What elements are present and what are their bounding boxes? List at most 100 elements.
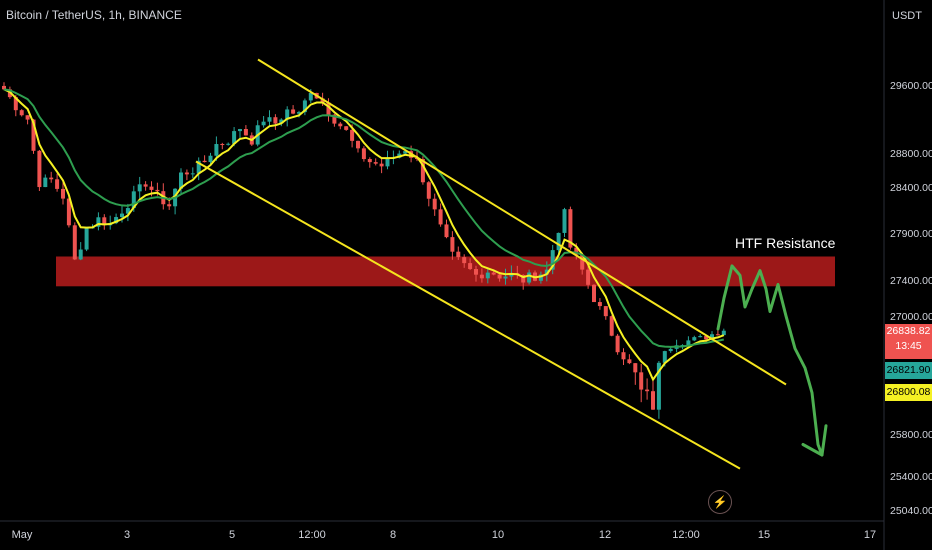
candle-body [379, 163, 384, 167]
candle-body [2, 85, 6, 90]
candle [143, 181, 148, 191]
candle [25, 115, 30, 125]
candle-body [568, 209, 573, 248]
candle-body [78, 249, 83, 260]
candle-body [261, 121, 266, 126]
time-tick-label: 15 [758, 529, 770, 541]
candle-body [356, 140, 360, 149]
candle [592, 284, 596, 303]
candle [173, 188, 178, 215]
candle [556, 232, 561, 255]
candle [450, 231, 455, 260]
candle [102, 214, 107, 230]
candle [302, 98, 307, 116]
candle-body [538, 274, 543, 281]
candle-body [350, 129, 355, 141]
candle-body [609, 316, 614, 336]
candle [456, 246, 461, 260]
candle [474, 265, 478, 282]
candle [273, 114, 278, 130]
candle [19, 109, 24, 117]
candle-body [586, 269, 591, 285]
candle [66, 193, 71, 228]
candle-body [13, 97, 18, 111]
candle [202, 155, 207, 163]
candle-body [444, 224, 449, 238]
htf-resistance-zone-layer [56, 256, 835, 287]
candle [710, 331, 714, 343]
candle-body [226, 143, 231, 145]
candle [361, 146, 366, 162]
candle [196, 157, 201, 181]
candle [267, 110, 272, 127]
time-tick-label: 10 [492, 529, 504, 541]
candle-body [385, 158, 390, 167]
candle [651, 377, 655, 410]
candle-body [627, 359, 632, 364]
candle-body [479, 274, 484, 279]
candle-body [190, 173, 195, 175]
last-price-badge: 26838.82 13:45 [885, 324, 932, 359]
candle-body [120, 213, 124, 218]
candle [238, 128, 242, 139]
candle [291, 105, 296, 115]
candle [243, 125, 248, 136]
candle-body [710, 334, 714, 340]
candle-body [562, 209, 567, 233]
candle-body [474, 269, 478, 275]
moving-average-layer [3, 88, 725, 382]
candle [55, 173, 60, 192]
candle-body [592, 284, 596, 303]
candle [190, 167, 195, 179]
candle-body [544, 269, 549, 275]
candle [426, 181, 431, 207]
candle [485, 268, 490, 284]
time-tick-label: 12:00 [298, 529, 326, 541]
candle [597, 298, 602, 310]
candle-body [55, 179, 60, 189]
candle [2, 82, 6, 90]
candle [615, 333, 620, 355]
time-tick-label: 3 [124, 529, 130, 541]
candle [468, 258, 473, 271]
candle-body [149, 186, 154, 190]
candle-body [31, 119, 36, 151]
candle [627, 354, 632, 365]
time-tick-label: 17 [864, 529, 876, 541]
candle-body [220, 144, 225, 146]
candle-body [361, 148, 366, 160]
lightning-alert-icon[interactable]: ⚡ [708, 490, 732, 514]
candle [261, 116, 266, 128]
price-tick-label: 25400.00 [890, 471, 932, 483]
candle [43, 174, 48, 188]
candle-body [527, 272, 532, 283]
candle-body [96, 217, 101, 227]
candle [184, 169, 189, 181]
candle-body [344, 126, 349, 130]
candle [497, 273, 502, 282]
candle [444, 219, 449, 239]
candle [721, 328, 726, 336]
channel-layer [195, 58, 787, 470]
candle-body [84, 228, 89, 250]
candle [208, 152, 213, 166]
time-tick-label: 12:00 [672, 529, 700, 541]
candle-body [66, 198, 71, 226]
candle-body [450, 237, 455, 252]
candle-body [267, 117, 272, 122]
candle [562, 207, 567, 238]
candle [344, 126, 349, 131]
time-tick-label: 5 [229, 529, 235, 541]
candle-body [698, 336, 703, 338]
candle-body [668, 348, 673, 352]
candle-body [420, 159, 425, 183]
candle-body [491, 272, 496, 275]
candle-body [167, 204, 172, 207]
candle [367, 157, 372, 168]
candle [220, 142, 225, 150]
candle-body [373, 162, 378, 164]
candle [137, 176, 142, 199]
candle-body [645, 389, 650, 392]
channel-lower-line [195, 160, 741, 470]
